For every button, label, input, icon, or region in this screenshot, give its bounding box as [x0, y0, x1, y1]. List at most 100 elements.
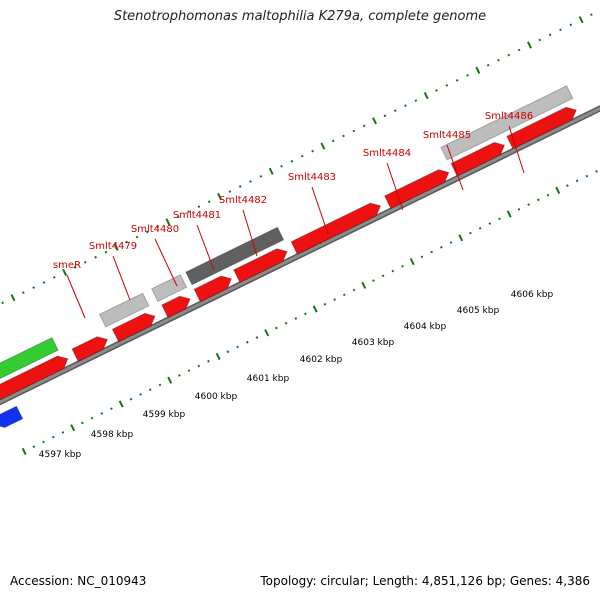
tick-major [312, 305, 318, 313]
tick-minor [304, 312, 307, 316]
tick-minor [275, 326, 278, 330]
tick-major [578, 16, 584, 24]
label-leader [242, 209, 258, 257]
tick-minor [517, 208, 521, 211]
label-leader [196, 224, 215, 271]
tick-minor [51, 435, 55, 439]
tick-minor [393, 109, 397, 113]
tick-minor [362, 124, 366, 128]
gene-label: Smlt4480 [131, 224, 179, 235]
tick-minor [569, 23, 573, 27]
tick-minor [245, 340, 249, 344]
cds-smlt4483 [290, 202, 382, 255]
cds-smlt4480 [111, 312, 156, 343]
tick-minor [83, 260, 87, 264]
tick-minor [488, 222, 492, 225]
tick-minor [145, 230, 149, 234]
tick-major [113, 243, 119, 251]
scale-label: 4602 kbp [300, 355, 343, 365]
tick-minor [331, 139, 335, 143]
gene-label: Smlt4485 [423, 130, 471, 141]
tick-minor [61, 431, 65, 434]
tick-minor [290, 159, 294, 163]
tick-minor [228, 190, 232, 193]
gene-label: Smlt4484 [363, 148, 411, 159]
tick-minor [21, 291, 25, 294]
tick-major [372, 117, 377, 125]
tick-minor [352, 288, 356, 292]
tick-major [423, 91, 429, 100]
cds-reverse-a [0, 405, 24, 429]
cds-smlt4484 [383, 169, 450, 210]
tick-minor [32, 286, 35, 289]
scale-label: 4606 kbp [511, 290, 554, 300]
tick-minor [449, 241, 453, 244]
tick-minor [135, 235, 139, 239]
tick-major [475, 66, 481, 74]
tick-minor [226, 350, 230, 354]
tick-minor [280, 164, 283, 168]
tick-minor [294, 317, 298, 320]
feature-green [0, 336, 59, 380]
tick-minor [548, 33, 552, 37]
tick-minor [284, 321, 288, 325]
scale-label: 4603 kbp [352, 338, 395, 348]
tick-major [506, 210, 512, 218]
label-leader [386, 162, 404, 211]
cds-smlt4481 [161, 295, 191, 319]
tick-major [409, 257, 415, 266]
tick-minor [333, 298, 336, 301]
tick-minor [383, 114, 387, 118]
tick-minor [238, 185, 242, 188]
tick-minor [538, 38, 542, 42]
label-leader [154, 238, 178, 287]
tick-minor [559, 28, 562, 32]
cds-smlt4486 [506, 106, 577, 150]
tick-minor [207, 200, 211, 203]
tick-major [21, 447, 27, 455]
tick-minor [430, 250, 433, 254]
tick-minor [404, 104, 407, 107]
tick-minor [585, 174, 589, 178]
tick-major [167, 376, 173, 384]
tick-minor [156, 225, 159, 229]
label-leader [446, 144, 464, 191]
tick-minor [469, 231, 472, 235]
tick-minor [255, 336, 259, 339]
tick-minor [381, 274, 385, 278]
tick-minor [73, 266, 77, 269]
scale-label: 4601 kbp [247, 374, 290, 384]
outer-tick-ring [1, 13, 593, 305]
tick-minor [498, 217, 501, 221]
tick-minor [342, 134, 345, 138]
tick-minor [414, 99, 418, 102]
gene-grey-b [151, 274, 188, 303]
tick-minor [125, 240, 128, 244]
tick-major [70, 424, 76, 432]
feature-track [0, 85, 577, 429]
tick-minor [517, 48, 521, 52]
cds-smlt4479 [71, 336, 109, 363]
gene-label: smeR [53, 260, 81, 271]
tick-minor [445, 84, 449, 87]
tick-minor [372, 279, 375, 282]
cds-smlt4482b [233, 248, 288, 284]
scale-label: 4605 kbp [457, 306, 500, 316]
tick-minor [94, 255, 97, 259]
inner-tick-ring [21, 170, 598, 455]
tick-minor [497, 58, 500, 62]
label-leader [508, 125, 525, 174]
tick-minor [566, 184, 569, 187]
tick-minor [158, 383, 162, 387]
backbone-line [0, 106, 600, 404]
tick-minor [536, 198, 540, 202]
tick-minor [249, 180, 252, 183]
gene-grey-a [98, 292, 150, 328]
tick-major [118, 400, 124, 408]
tick-major [527, 41, 532, 49]
tick-major [320, 142, 326, 150]
tick-minor [176, 215, 180, 219]
tick-major [215, 352, 221, 361]
tick-major [165, 218, 171, 226]
